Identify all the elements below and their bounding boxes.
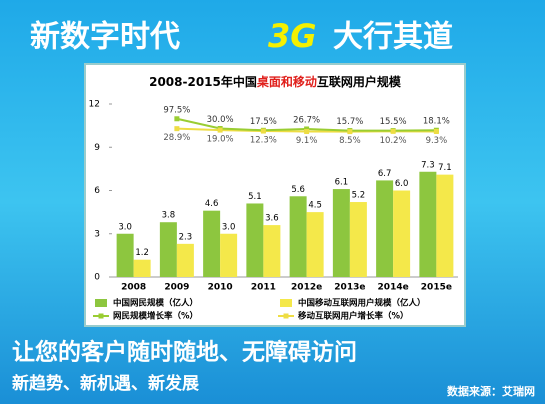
footer-slogan: 让您的客户随时随地、无障碍访问 [12, 339, 357, 366]
bar-label: 3.0 [222, 222, 236, 232]
line-marker [347, 129, 353, 135]
legend-label: 中国网民规模（亿人） [113, 298, 198, 309]
line-marker [390, 128, 396, 134]
legend-swatch [98, 313, 104, 319]
line-label: 28.9% [163, 133, 190, 143]
bar [246, 203, 264, 277]
line-marker [174, 126, 180, 132]
x-tick-label: 2012e [291, 283, 322, 293]
x-tick-label: 2009 [164, 283, 189, 293]
x-tick-label: 2015e [421, 283, 452, 293]
bar [133, 259, 151, 277]
x-tick-label: 2010 [208, 283, 233, 293]
legend-swatch [280, 299, 292, 307]
x-tick-label: 2011 [251, 283, 276, 293]
legend-label: 中国移动互联网用户规模（亿人） [298, 298, 426, 309]
bar [116, 233, 134, 277]
bar-label: 3.8 [162, 211, 176, 221]
bar-label: 7.3 [421, 160, 435, 170]
bar [306, 212, 324, 277]
x-tick-label: 2014e [378, 283, 409, 293]
bar-label: 7.1 [438, 163, 452, 173]
y-tick-label: 6 [94, 186, 100, 196]
line-label: 17.5% [250, 117, 277, 127]
bar-label: 6.7 [378, 169, 392, 179]
line-label: 10.2% [380, 136, 407, 146]
bar [203, 210, 221, 277]
footer-tagline: 新趋势、新机遇、新发展 [12, 373, 199, 394]
bar-label: 5.1 [248, 192, 262, 202]
line-label: 9.1% [296, 136, 318, 146]
header-left: 新数字时代 [30, 20, 180, 55]
line-marker [217, 127, 223, 133]
bar [220, 233, 238, 277]
bar-label: 1.2 [135, 248, 149, 258]
title-part: 桌面和移动 [256, 74, 317, 89]
y-tick-label: 9 [94, 143, 100, 153]
bar-label: 5.2 [352, 191, 366, 201]
line-label: 15.5% [380, 117, 407, 127]
y-tick-label: 0 [94, 273, 100, 283]
plot: 0 3 6 9 12 2008 2009 2010 2011 2012e 2013e 2014e 201… [89, 100, 458, 322]
bar [332, 189, 350, 277]
chart-title: 2008-2015年中国桌面和移动互联网用户规模 [149, 74, 402, 89]
bar [349, 202, 367, 277]
header-accent: 3G [268, 17, 317, 55]
bar-label: 4.5 [308, 201, 322, 211]
bar-label: 5.6 [291, 185, 305, 195]
line-label: 19.0% [207, 135, 234, 145]
line-label: 9.3% [426, 136, 448, 146]
x-tick-label: 2008 [121, 283, 146, 293]
legend-label: 移动互联网用户增长率（%） [298, 311, 409, 322]
x-tick-label: 2013e [334, 283, 365, 293]
line-marker [304, 129, 310, 135]
bar-label: 3.6 [265, 214, 279, 224]
bar-label: 6.1 [335, 178, 349, 188]
line-label: 15.7% [336, 117, 363, 127]
footer-source: 数据来源：艾瑞网 [447, 384, 535, 398]
legend-swatch [95, 299, 107, 307]
y-tick-label: 12 [89, 100, 100, 110]
bar-label: 2.3 [179, 232, 193, 242]
line-marker [304, 126, 310, 132]
bar [159, 222, 177, 277]
legend-swatch [283, 313, 289, 319]
line-label: 8.5% [339, 136, 361, 146]
line-label: 30.0% [207, 115, 234, 125]
line-marker [260, 128, 266, 134]
bar [263, 225, 281, 277]
y-tick-label: 3 [94, 229, 100, 239]
header-right: 大行其道 [333, 20, 453, 55]
bar [436, 174, 454, 277]
bar [176, 243, 194, 277]
bar [289, 196, 307, 277]
line-label: 97.5% [163, 105, 190, 115]
line-marker [433, 128, 439, 134]
bar [376, 180, 394, 277]
bar [419, 171, 437, 277]
bar [393, 190, 411, 277]
title-part: 2008-2015年中国 [149, 74, 257, 89]
bar-label: 6.0 [395, 179, 409, 189]
line-label: 18.1% [423, 117, 450, 127]
line-marker [174, 116, 180, 122]
line-label: 12.3% [250, 136, 277, 146]
title-part: 互联网用户规模 [317, 74, 402, 89]
bar-label: 4.6 [205, 199, 219, 209]
legend-label: 网民规模增长率（%） [113, 311, 198, 322]
bar-label: 3.0 [118, 222, 132, 232]
line-label: 26.7% [293, 115, 320, 125]
